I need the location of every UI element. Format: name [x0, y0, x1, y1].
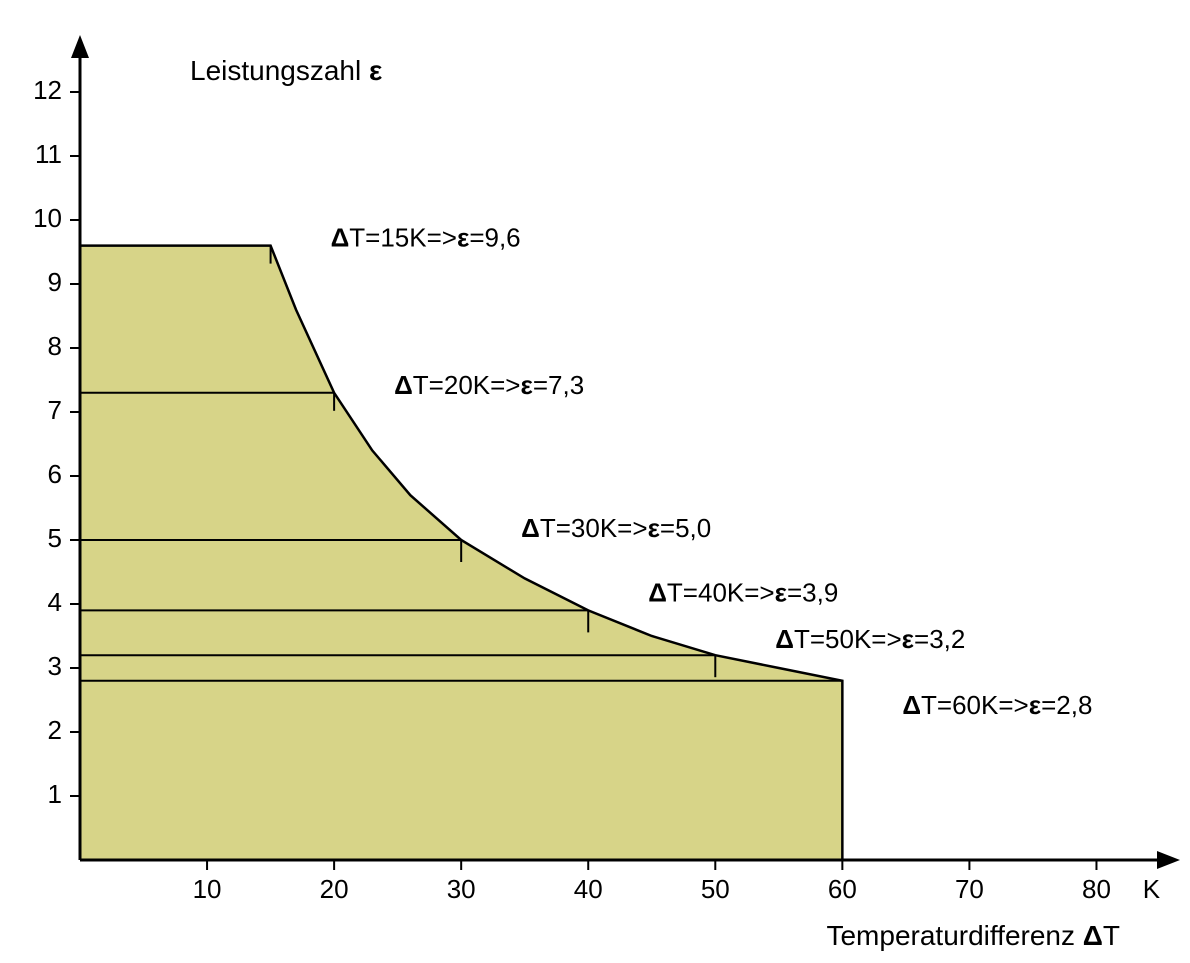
y-tick-label: 7: [48, 395, 62, 425]
x-axis-title: Temperaturdifferenz ΔT: [826, 920, 1120, 951]
y-axis-title: Leistungszahl ε: [190, 55, 382, 86]
x-tick-label: 40: [574, 874, 603, 904]
x-tick-label: 20: [320, 874, 349, 904]
annotation-label: ΔT=40K=>ε=3,9: [648, 577, 838, 607]
y-tick-label: 10: [33, 203, 62, 233]
y-tick-label: 9: [48, 267, 62, 297]
y-tick-label: 5: [48, 523, 62, 553]
x-tick-label: 70: [955, 874, 984, 904]
y-tick-label: 11: [35, 139, 62, 169]
x-tick-label: 10: [193, 874, 222, 904]
y-tick-label: 8: [48, 331, 62, 361]
y-tick-label: 4: [48, 587, 62, 617]
x-tick-label: 30: [447, 874, 476, 904]
x-tick-label: 80: [1082, 874, 1111, 904]
annotation-label: ΔT=50K=>ε=3,2: [775, 624, 965, 654]
y-tick-label: 6: [48, 459, 62, 489]
chart-svg: ΔT=15K=>ε=9,6 ΔT=20K=>ε=7,3 ΔT=30K=>ε=5,0 Δ…: [0, 0, 1190, 963]
annotation-label: ΔT=60K=>ε=2,8: [902, 690, 1092, 720]
chart-container: ΔT=15K=>ε=9,6 ΔT=20K=>ε=7,3 ΔT=30K=>ε=5,0 Δ…: [0, 0, 1190, 963]
x-tick-label: 50: [701, 874, 730, 904]
x-tick-label: 60: [828, 874, 857, 904]
y-tick-label: 2: [48, 715, 62, 745]
y-tick-label: 3: [48, 651, 62, 681]
annotation-label: ΔT=30K=>ε=5,0: [521, 513, 711, 543]
y-tick-label: 1: [48, 779, 62, 809]
annotation-label: ΔT=20K=>ε=7,3: [394, 370, 584, 400]
x-unit-label: K: [1143, 874, 1161, 904]
y-tick-label: 12: [33, 75, 62, 105]
annotation-label: ΔT=15K=>ε=9,6: [331, 222, 521, 252]
